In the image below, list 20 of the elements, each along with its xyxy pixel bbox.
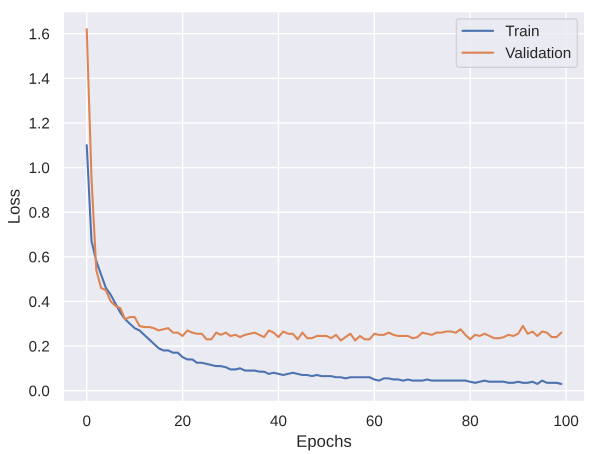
legend-label: Train [506,25,539,36]
x-tick-label: 100 [554,415,578,426]
line-series [86,144,562,385]
y-tick-label: 1.0 [30,162,50,174]
y-axis-title: Loss [8,190,20,223]
x-tick-label: 40 [270,415,286,426]
x-tick-label: 60 [366,415,382,426]
y-tick-label: 0.8 [29,207,50,218]
x-tick-label: 0 [83,415,90,426]
legend-label: Validation [505,46,570,58]
x-tick-label: 80 [462,415,478,426]
y-tick-label: 0.2 [29,340,50,352]
y-tick-label: 0.0 [29,386,50,396]
y-tick-label: 0.6 [29,252,50,262]
y-tick-label: 1.6 [30,28,50,40]
x-axis-title: Epochs [298,434,352,450]
y-tick-label: 0.4 [29,296,50,308]
y-tick-label: 1.4 [30,73,50,84]
x-tick-label: 20 [174,415,190,426]
y-tick-label: 1.2 [30,118,50,128]
